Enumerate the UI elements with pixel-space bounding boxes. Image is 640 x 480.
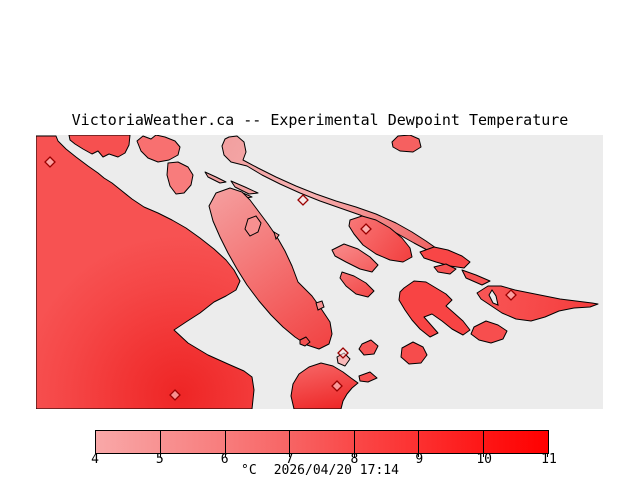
colorbar-tick-label: 10 (476, 452, 492, 467)
lake (315, 300, 325, 311)
colorbar-tick-label: 4 (91, 452, 99, 467)
island-shaw (400, 341, 428, 365)
island-kuper (166, 161, 194, 195)
colorbar-tick-label: 8 (350, 452, 359, 467)
colorbar-tick-label: 5 (155, 452, 164, 467)
island-south-pender (339, 271, 375, 298)
colorbar-tick (418, 431, 420, 453)
colorbar-tick (482, 431, 484, 453)
colorbar-tick-stub (224, 453, 226, 457)
station-marker (337, 347, 349, 359)
colorbar-unit: °C (241, 463, 257, 478)
island-vancouver-island (36, 135, 255, 409)
colorbar-tick (353, 431, 355, 453)
station-marker (360, 223, 372, 235)
colorbar-tick-stub (160, 453, 162, 457)
colorbar-tick-stub (418, 453, 420, 457)
colorbar-tick-label: 11 (541, 452, 557, 467)
station-marker (44, 156, 56, 168)
colorbar-tick-label: 6 (220, 452, 229, 467)
lake (244, 215, 262, 237)
island-stuart-cluster (398, 280, 471, 338)
colorbar-tick (224, 431, 226, 453)
island-sanjuan (290, 362, 359, 409)
colorbar-tick-stub (353, 453, 355, 457)
page-title: VictoriaWeather.ca -- Experimental Dewpo… (71, 111, 569, 129)
colorbar-timestamp: 2026/04/20 17:14 (273, 463, 399, 478)
island-sliver (204, 171, 227, 184)
orcas-sound-notch (488, 289, 499, 306)
island-saturna (419, 246, 471, 269)
island-tumbo (433, 263, 457, 275)
colorbar-tick-labels: 4 5 6 7 8 9 10 11 (91, 452, 557, 467)
island-top (391, 135, 422, 153)
island-vi-north-strip (68, 135, 131, 158)
colorbar-tick-stub (96, 453, 97, 457)
island-saltspring (208, 187, 333, 350)
colorbar (95, 430, 549, 457)
island-small (358, 339, 379, 356)
island-sliver (230, 180, 259, 195)
station-markers (44, 156, 517, 401)
colorbar-tick-stub (482, 453, 484, 457)
island-north-pender (331, 243, 379, 273)
station-marker (331, 380, 343, 392)
colorbar-caption: °C 2026/04/20 17:14 (0, 464, 640, 478)
island-waldron (470, 320, 508, 344)
colorbar-tick-stub (289, 453, 291, 457)
colorbar-tick-label: 9 (415, 452, 424, 467)
colorbar-tick-label: 7 (285, 452, 294, 467)
colorbar-tick (289, 431, 291, 453)
station-marker (505, 289, 517, 301)
lake (273, 230, 280, 241)
island-thetis (136, 135, 181, 163)
station-marker (169, 389, 181, 401)
island-sliver (461, 269, 491, 286)
colorbar-tick (160, 431, 162, 453)
island-sliver (358, 371, 378, 383)
weather-map (36, 135, 603, 409)
island-small (299, 336, 311, 347)
station-marker (297, 194, 309, 206)
colorbar-tick-stub (547, 453, 548, 457)
